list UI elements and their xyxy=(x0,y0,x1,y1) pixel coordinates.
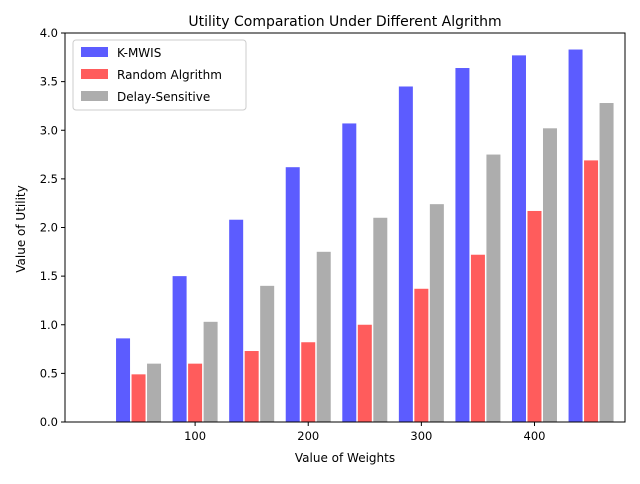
bar-1-1 xyxy=(116,338,131,422)
y-axis-label: Value of Utility xyxy=(14,185,28,272)
bar-1-5 xyxy=(342,123,357,422)
bar-1-6 xyxy=(398,86,413,423)
bar-2-3 xyxy=(244,351,259,422)
y-tick-label: 0.5 xyxy=(40,366,58,380)
legend: K-MWIS Random Algrithm Delay-Sensitive xyxy=(72,39,247,111)
y-tick-label: 2.5 xyxy=(40,172,58,186)
bar-1-9 xyxy=(568,49,583,422)
bars-layer xyxy=(116,49,614,423)
legend-swatch xyxy=(81,69,108,79)
x-tick-label: 100 xyxy=(184,429,206,443)
y-tick-label: 1.0 xyxy=(40,318,58,332)
legend-frame xyxy=(72,39,247,111)
y-tick-label: 2.0 xyxy=(40,221,58,235)
bar-1-7 xyxy=(455,68,470,422)
bar-1-3 xyxy=(229,219,244,422)
bar-1-2 xyxy=(172,276,187,423)
bar-2-5 xyxy=(357,324,372,422)
x-axis-label: Value of Weights xyxy=(295,451,395,465)
bar-1-8 xyxy=(511,55,526,423)
bar-2-4 xyxy=(301,342,316,422)
y-tick-label: 0.0 xyxy=(40,415,58,429)
bar-2-8 xyxy=(527,210,542,422)
bar-3-5 xyxy=(373,217,388,422)
bar-2-1 xyxy=(131,374,146,422)
x-tick-label: 400 xyxy=(524,429,546,443)
legend-label: Delay-Sensitive xyxy=(117,90,210,104)
x-tick-label: 300 xyxy=(410,429,432,443)
bar-2-7 xyxy=(470,254,485,422)
bar-3-4 xyxy=(316,251,331,422)
legend-label: Random Algrithm xyxy=(117,68,222,82)
bar-3-8 xyxy=(542,128,557,422)
bar-2-6 xyxy=(414,288,429,422)
bar-3-3 xyxy=(260,285,275,422)
bar-1-4 xyxy=(285,167,300,422)
axes-layer: 0.0 0.5 1.0 1.5 2.0 2.5 3.0 3.5 4.0 100 200 300 400 xyxy=(40,26,626,443)
chart-title: Utility Comparation Under Different Algr… xyxy=(188,14,501,30)
bar-3-2 xyxy=(203,321,218,422)
bar-3-7 xyxy=(486,154,501,422)
y-tick-label: 3.5 xyxy=(40,75,58,89)
legend-label: K-MWIS xyxy=(117,46,161,60)
bar-3-1 xyxy=(147,363,162,422)
bar-2-2 xyxy=(188,363,203,422)
bar-2-9 xyxy=(584,160,599,422)
x-tick-label: 200 xyxy=(297,429,319,443)
legend-swatch xyxy=(81,47,108,57)
y-tick-label: 3.0 xyxy=(40,123,58,137)
y-tick-label: 1.5 xyxy=(40,269,58,283)
bar-3-6 xyxy=(429,204,444,422)
y-tick-label: 4.0 xyxy=(40,26,58,40)
legend-swatch xyxy=(81,91,108,101)
bar-3-9 xyxy=(599,103,614,423)
